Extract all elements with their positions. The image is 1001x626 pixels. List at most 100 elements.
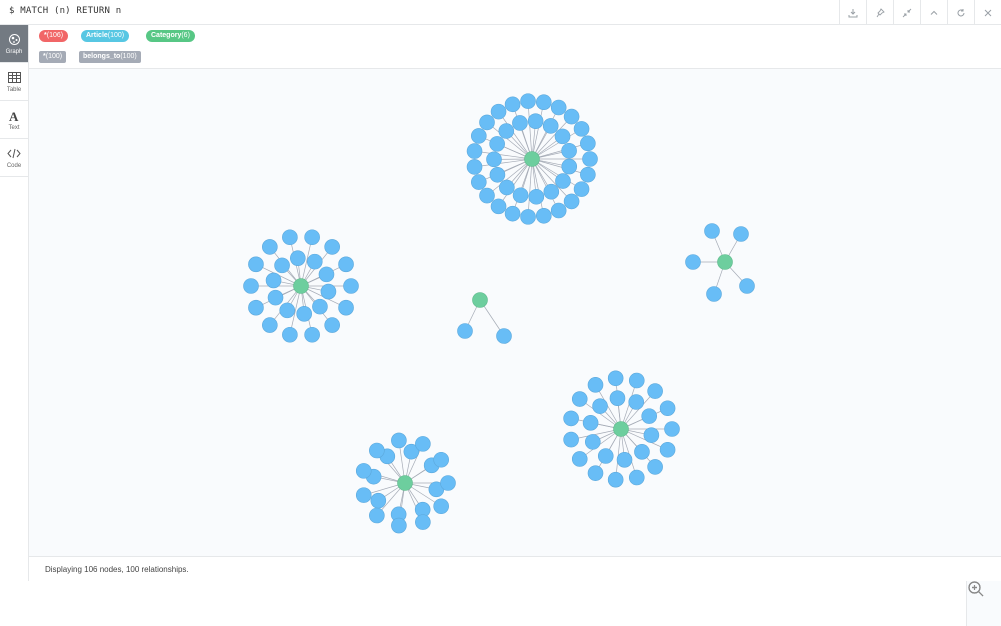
article-node[interactable]: [471, 175, 486, 190]
legend-label-all[interactable]: *(106): [39, 30, 68, 42]
article-node[interactable]: [325, 318, 340, 333]
article-node[interactable]: [574, 182, 589, 197]
belongs-to-edge[interactable]: [532, 143, 588, 159]
article-node[interactable]: [312, 299, 327, 314]
category-node[interactable]: [718, 255, 733, 270]
category-node[interactable]: [525, 152, 540, 167]
article-node[interactable]: [629, 373, 644, 388]
article-node[interactable]: [262, 318, 277, 333]
article-node[interactable]: [551, 100, 566, 115]
article-node[interactable]: [583, 152, 598, 167]
article-node[interactable]: [608, 371, 623, 386]
article-node[interactable]: [248, 300, 263, 315]
article-node[interactable]: [555, 174, 570, 189]
article-node[interactable]: [505, 97, 520, 112]
legend-label-article[interactable]: Article(100): [81, 30, 129, 42]
article-node[interactable]: [572, 392, 587, 407]
article-node[interactable]: [499, 124, 514, 139]
article-node[interactable]: [491, 199, 506, 214]
article-node[interactable]: [648, 459, 663, 474]
article-node[interactable]: [648, 384, 663, 399]
article-node[interactable]: [305, 327, 320, 342]
article-node[interactable]: [266, 273, 281, 288]
belongs-to-edge[interactable]: [532, 159, 544, 216]
sidebar-item-table[interactable]: Table: [0, 63, 28, 101]
article-node[interactable]: [467, 159, 482, 174]
article-node[interactable]: [665, 422, 680, 437]
article-node[interactable]: [339, 300, 354, 315]
category-node[interactable]: [473, 293, 488, 308]
article-node[interactable]: [686, 255, 701, 270]
article-node[interactable]: [707, 287, 722, 302]
article-node[interactable]: [282, 230, 297, 245]
article-node[interactable]: [356, 488, 371, 503]
collapse-icon[interactable]: [893, 0, 920, 25]
article-node[interactable]: [608, 472, 623, 487]
article-node[interactable]: [434, 499, 449, 514]
article-node[interactable]: [275, 258, 290, 273]
chevron-up-icon[interactable]: [920, 0, 947, 25]
article-node[interactable]: [282, 327, 297, 342]
graph-svg[interactable]: [29, 69, 1001, 556]
article-node[interactable]: [564, 109, 579, 124]
category-node[interactable]: [398, 476, 413, 491]
query-text[interactable]: $ MATCH (n) RETURN n: [9, 6, 121, 16]
article-node[interactable]: [297, 306, 312, 321]
legend-rel-all[interactable]: *(100): [39, 51, 66, 63]
article-node[interactable]: [583, 415, 598, 430]
article-node[interactable]: [369, 508, 384, 523]
article-node[interactable]: [490, 167, 505, 182]
article-node[interactable]: [487, 152, 502, 167]
article-node[interactable]: [629, 395, 644, 410]
article-node[interactable]: [529, 189, 544, 204]
article-node[interactable]: [610, 391, 625, 406]
download-icon[interactable]: [839, 0, 866, 25]
article-node[interactable]: [617, 452, 632, 467]
category-node[interactable]: [294, 279, 309, 294]
article-node[interactable]: [480, 115, 495, 130]
article-node[interactable]: [441, 476, 456, 491]
article-node[interactable]: [585, 434, 600, 449]
article-node[interactable]: [467, 144, 482, 159]
article-node[interactable]: [544, 184, 559, 199]
article-node[interactable]: [521, 209, 536, 224]
article-node[interactable]: [598, 448, 613, 463]
article-node[interactable]: [644, 428, 659, 443]
zoom-out-icon[interactable]: [967, 603, 1001, 626]
sidebar-item-code[interactable]: Code: [0, 139, 28, 177]
article-node[interactable]: [307, 254, 322, 269]
close-icon[interactable]: [974, 0, 1001, 25]
article-node[interactable]: [551, 203, 566, 218]
article-node[interactable]: [305, 230, 320, 245]
article-node[interactable]: [248, 257, 263, 272]
article-node[interactable]: [588, 377, 603, 392]
article-node[interactable]: [660, 442, 675, 457]
article-node[interactable]: [415, 436, 430, 451]
article-node[interactable]: [588, 466, 603, 481]
article-node[interactable]: [740, 279, 755, 294]
sidebar-item-text[interactable]: A Text: [0, 101, 28, 139]
article-node[interactable]: [391, 518, 406, 533]
article-node[interactable]: [580, 136, 595, 151]
article-node[interactable]: [290, 251, 305, 266]
article-node[interactable]: [244, 279, 259, 294]
article-node[interactable]: [369, 443, 384, 458]
article-node[interactable]: [280, 303, 295, 318]
article-node[interactable]: [471, 128, 486, 143]
article-node[interactable]: [574, 121, 589, 136]
rerun-icon[interactable]: [947, 0, 974, 25]
article-node[interactable]: [580, 167, 595, 182]
article-node[interactable]: [491, 104, 506, 119]
article-node[interactable]: [536, 208, 551, 223]
article-node[interactable]: [634, 444, 649, 459]
article-node[interactable]: [505, 206, 520, 221]
belongs-to-edge[interactable]: [532, 159, 588, 175]
article-node[interactable]: [434, 452, 449, 467]
article-node[interactable]: [321, 284, 336, 299]
article-node[interactable]: [415, 515, 430, 530]
article-node[interactable]: [572, 451, 587, 466]
article-node[interactable]: [344, 279, 359, 294]
article-node[interactable]: [371, 493, 386, 508]
article-node[interactable]: [339, 257, 354, 272]
article-node[interactable]: [543, 118, 558, 133]
